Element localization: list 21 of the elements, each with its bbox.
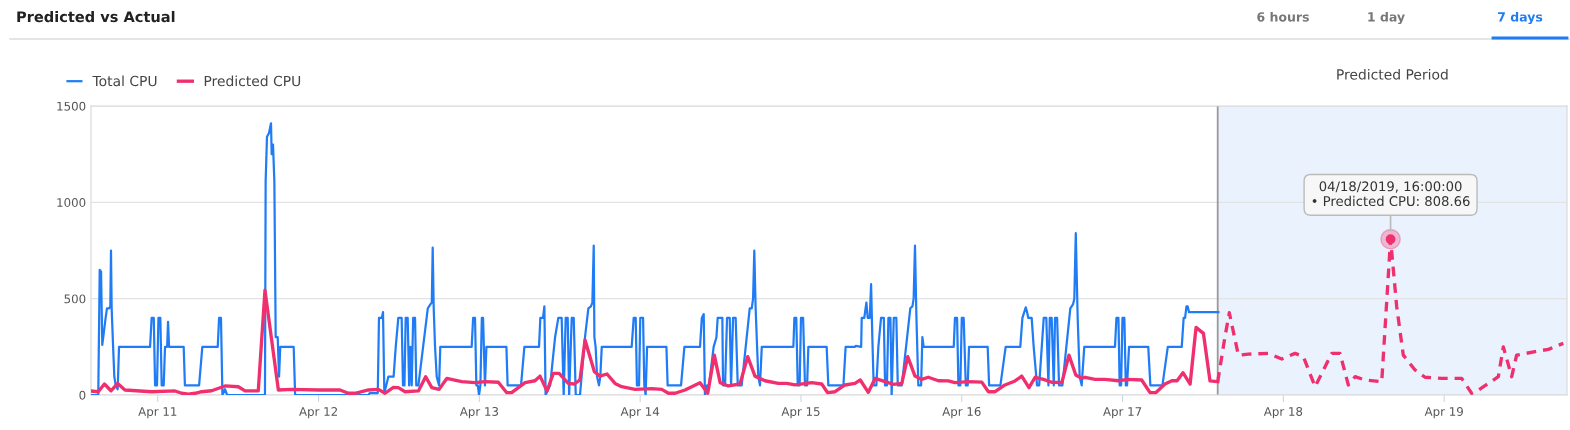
x-tick-label: Apr 17	[1103, 407, 1142, 419]
y-tick-label: 0	[79, 390, 86, 400]
y-tick-label: 1500	[57, 101, 86, 111]
legend-label: Predicted CPU	[204, 75, 301, 87]
x-tick-label: Apr 16	[942, 407, 981, 419]
annotation: 04/18/2019, 16:00:00 • Predicted CPU: 808.66	[1312, 181, 1470, 207]
y-tick-label: 500	[64, 294, 86, 304]
legend-label: Total CPU	[92, 75, 157, 87]
text: 6 hours	[1257, 11, 1309, 22]
x-tick-label: Apr 15	[781, 407, 820, 419]
band-label: Predicted Period	[1337, 68, 1448, 80]
x-tick-label: Apr 11	[138, 407, 177, 419]
text: 7 days	[1498, 11, 1543, 25]
x-tick-label: Apr 19	[1424, 407, 1463, 419]
x-tick-label: Apr 14	[620, 407, 660, 419]
x-tick-label: Apr 18	[1263, 407, 1303, 419]
x-tick-label: Apr 13	[459, 407, 499, 419]
y-tick-label: 1000	[57, 198, 86, 207]
x-tick-label: Apr 12	[299, 407, 337, 419]
chart-title: Predicted vs Actual	[17, 10, 175, 23]
text: 1 day	[1368, 11, 1405, 25]
